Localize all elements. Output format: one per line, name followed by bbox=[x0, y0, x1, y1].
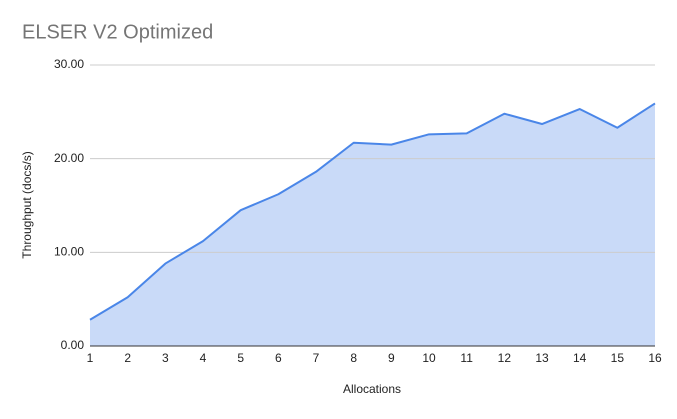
x-tick-label: 2 bbox=[124, 351, 131, 365]
x-tick-label: 16 bbox=[648, 351, 662, 365]
x-tick-label: 10 bbox=[422, 351, 436, 365]
y-tick-label: 0.00 bbox=[61, 338, 85, 352]
x-tick-label: 1 bbox=[87, 351, 94, 365]
x-tick-label: 8 bbox=[350, 351, 357, 365]
x-tick-label: 6 bbox=[275, 351, 282, 365]
y-axis-label: Throughput (docs/s) bbox=[20, 151, 34, 258]
x-tick-label: 9 bbox=[388, 351, 395, 365]
chart-title: ELSER V2 Optimized bbox=[22, 21, 213, 43]
x-tick-label: 4 bbox=[200, 351, 207, 365]
x-tick-label: 12 bbox=[498, 351, 512, 365]
x-tick-label: 5 bbox=[237, 351, 244, 365]
x-tick-label: 15 bbox=[611, 351, 625, 365]
x-tick-label: 7 bbox=[313, 351, 320, 365]
y-tick-label: 30.00 bbox=[54, 57, 84, 71]
x-tick-label: 3 bbox=[162, 351, 169, 365]
x-tick-label: 14 bbox=[573, 351, 587, 365]
x-tick-label: 13 bbox=[535, 351, 549, 365]
x-tick-label: 11 bbox=[460, 351, 473, 365]
area bbox=[90, 103, 655, 346]
line bbox=[89, 102, 656, 321]
y-tick-label: 20.00 bbox=[54, 151, 84, 165]
x-axis-label: Allocations bbox=[343, 382, 401, 396]
y-tick-label: 10.00 bbox=[54, 245, 84, 259]
